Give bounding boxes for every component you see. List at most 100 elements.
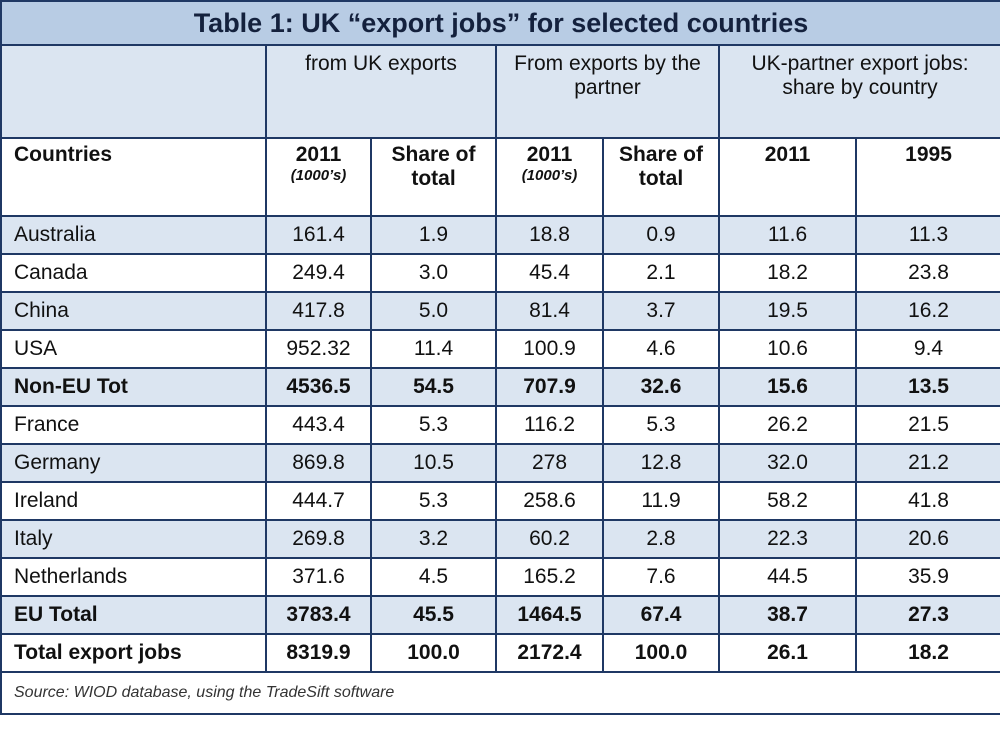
country-cell: USA [0,329,267,369]
value-cell: 5.3 [370,405,497,445]
value-cell: 81.4 [495,291,604,331]
value-cell: 38.7 [718,595,857,635]
value-cell: 5.3 [602,405,720,445]
source-note: Source: WIOD database, using the TradeSi… [0,671,1000,715]
table-row: USA 952.32 11.4 100.9 4.6 10.6 9.4 [0,329,1000,369]
value-cell: 26.1 [718,633,857,673]
value-cell: 3783.4 [265,595,372,635]
value-cell: 13.5 [854,367,1000,407]
table-row: Total export jobs 8319.9 100.0 2172.4 100.0 2… [0,633,1000,673]
value-cell: 7.6 [602,557,720,597]
column-sublabel: (1000’s) [290,167,347,184]
value-cell: 249.4 [265,253,372,293]
column-header: 2011 (1000’s) [265,137,372,217]
country-cell: Non-EU Tot [0,367,267,407]
value-cell: 4536.5 [265,367,372,407]
table-row: Netherlands 371.6 4.5 165.2 7.6 44.5 35.9 [0,557,1000,597]
column-header: Share of total [602,137,720,217]
value-cell: 444.7 [265,481,372,521]
value-cell: 100.0 [370,633,497,673]
country-cell: China [0,291,267,331]
value-cell: 258.6 [495,481,604,521]
value-cell: 12.8 [602,443,720,483]
value-cell: 9.4 [854,329,1000,369]
value-cell: 3.2 [370,519,497,559]
value-cell: 21.2 [854,443,1000,483]
value-cell: 952.32 [265,329,372,369]
value-cell: 0.9 [602,215,720,255]
value-cell: 100.9 [495,329,604,369]
value-cell: 4.5 [370,557,497,597]
value-cell: 10.5 [370,443,497,483]
country-cell: Total export jobs [0,633,267,673]
value-cell: 1.9 [370,215,497,255]
value-cell: 16.2 [854,291,1000,331]
value-cell: 3.7 [602,291,720,331]
value-cell: 20.6 [854,519,1000,559]
table-row: Canada 249.4 3.0 45.4 2.1 18.2 23.8 [0,253,1000,293]
column-header-row: Countries 2011 (1000’s) Share of total 2011(… [0,137,1000,217]
column-label: 1995 [905,143,952,166]
value-cell: 18.2 [718,253,857,293]
value-cell: 417.8 [265,291,372,331]
value-cell: 23.8 [854,253,1000,293]
value-cell: 8319.9 [265,633,372,673]
table-body: Australia 161.4 1.9 18.8 0.9 11.6 11.3 Canada 24… [0,215,1000,673]
value-cell: 44.5 [718,557,857,597]
value-cell: 869.8 [265,443,372,483]
column-header: Share of total [370,137,497,217]
column-sublabel: (1000’s) [521,167,578,184]
value-cell: 5.0 [370,291,497,331]
table-row: Non-EU Tot 4536.5 54.5 707.9 32.6 15.6 13.5 [0,367,1000,407]
value-cell: 278 [495,443,604,483]
value-cell: 67.4 [602,595,720,635]
column-label: Share of total [618,143,704,190]
country-cell: France [0,405,267,445]
value-cell: 35.9 [854,557,1000,597]
value-cell: 3.0 [370,253,497,293]
group-header-row: from UK exports From exports by the partn… [0,44,1000,139]
value-cell: 32.0 [718,443,857,483]
value-cell: 2.1 [602,253,720,293]
country-cell: Germany [0,443,267,483]
value-cell: 45.5 [370,595,497,635]
value-cell: 18.8 [495,215,604,255]
column-label: 2011 [295,143,342,166]
value-cell: 54.5 [370,367,497,407]
column-label: Share of total [391,143,476,190]
column-header: Countries [0,137,267,217]
value-cell: 27.3 [854,595,1000,635]
country-cell: Australia [0,215,267,255]
value-cell: 11.6 [718,215,857,255]
value-cell: 58.2 [718,481,857,521]
value-cell: 2.8 [602,519,720,559]
table-row: EU Total 3783.4 45.5 1464.5 67.4 38.7 27.3 [0,595,1000,635]
table-row: Australia 161.4 1.9 18.8 0.9 11.6 11.3 [0,215,1000,255]
value-cell: 41.8 [854,481,1000,521]
column-header: 2011 [718,137,857,217]
value-cell: 161.4 [265,215,372,255]
column-label: 2011 [526,143,573,166]
value-cell: 45.4 [495,253,604,293]
value-cell: 1464.5 [495,595,604,635]
value-cell: 10.6 [718,329,857,369]
table-row: France 443.4 5.3 116.2 5.3 26.2 21.5 [0,405,1000,445]
value-cell: 60.2 [495,519,604,559]
country-cell: EU Total [0,595,267,635]
value-cell: 4.6 [602,329,720,369]
value-cell: 11.3 [854,215,1000,255]
value-cell: 26.2 [718,405,857,445]
value-cell: 165.2 [495,557,604,597]
value-cell: 21.5 [854,405,1000,445]
column-label: Countries [14,143,113,166]
value-cell: 19.5 [718,291,857,331]
value-cell: 5.3 [370,481,497,521]
empty-cell [0,44,267,139]
value-cell: 443.4 [265,405,372,445]
country-cell: Netherlands [0,557,267,597]
group-header: UK-partner export jobs: share by country [717,44,1000,139]
country-cell: Canada [0,253,267,293]
value-cell: 707.9 [495,367,604,407]
column-header: 2011 (1000’s) [495,137,604,217]
